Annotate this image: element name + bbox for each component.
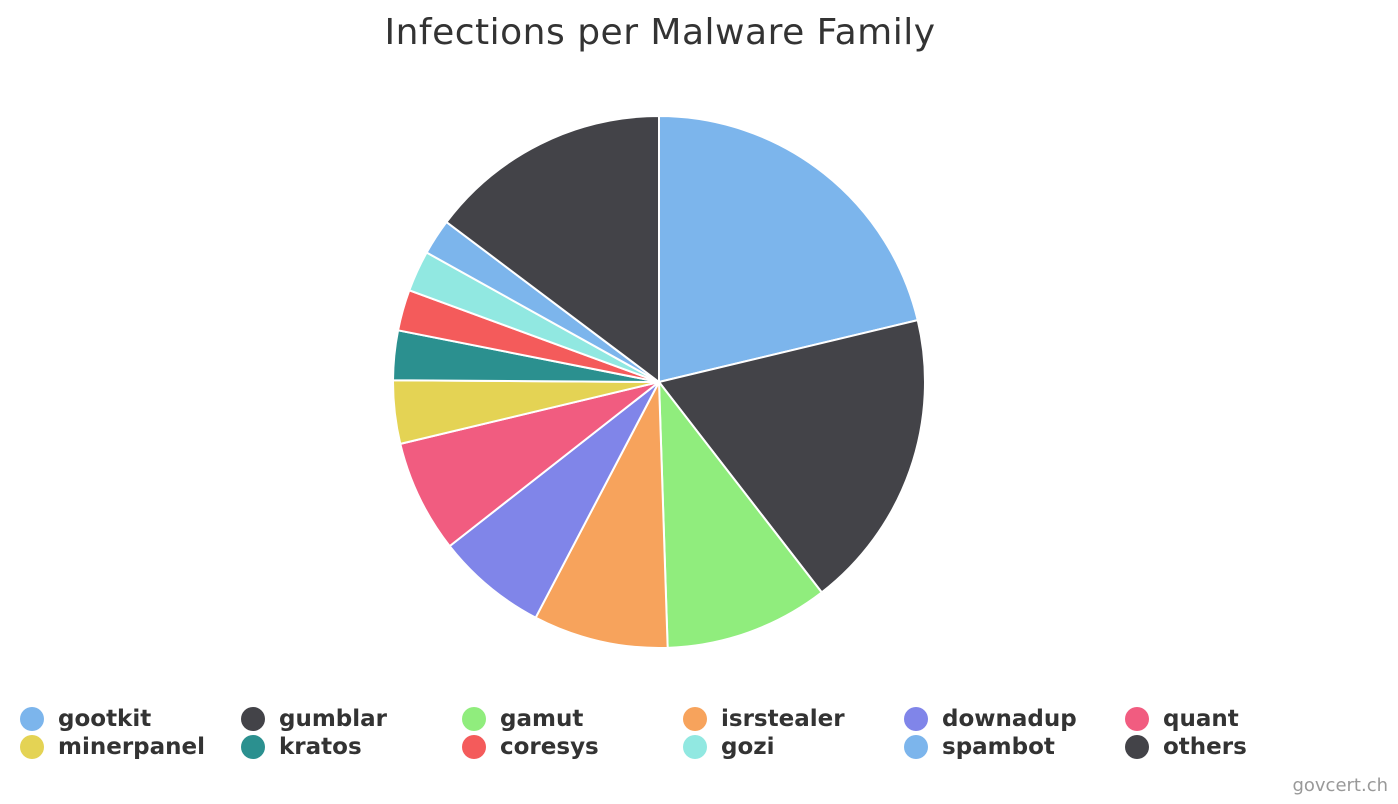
legend-item-minerpanel[interactable]: minerpanel xyxy=(20,733,241,761)
legend-swatch xyxy=(462,707,486,731)
legend-swatch xyxy=(683,735,707,759)
legend-item-coresys[interactable]: coresys xyxy=(462,733,683,761)
legend-label: spambot xyxy=(942,734,1055,760)
legend-swatch xyxy=(1125,735,1149,759)
chart-title: Infections per Malware Family xyxy=(384,12,936,53)
legend-label: gamut xyxy=(500,706,584,732)
legend-item-kratos[interactable]: kratos xyxy=(241,733,462,761)
legend-label: coresys xyxy=(500,734,599,760)
legend-label: gootkit xyxy=(58,706,152,732)
legend-swatch xyxy=(904,707,928,731)
legend-label: gumblar xyxy=(279,706,388,732)
pie-chart xyxy=(392,115,926,649)
legend-item-gamut[interactable]: gamut xyxy=(462,705,683,733)
legend-item-gozi[interactable]: gozi xyxy=(683,733,904,761)
legend-label: minerpanel xyxy=(58,734,206,760)
legend-item-spambot[interactable]: spambot xyxy=(904,733,1125,761)
legend-swatch xyxy=(462,735,486,759)
pie-slice-gamut[interactable] xyxy=(658,381,823,649)
legend-swatch xyxy=(241,707,265,731)
legend-swatch xyxy=(904,735,928,759)
legend-item-others[interactable]: others xyxy=(1125,733,1346,761)
pie-slice-quant[interactable] xyxy=(399,381,660,548)
legend-swatch xyxy=(241,735,265,759)
legend-swatch xyxy=(1125,707,1149,731)
legend-label: quant xyxy=(1163,706,1239,732)
legend-item-gootkit[interactable]: gootkit xyxy=(20,705,241,733)
legend-item-gumblar[interactable]: gumblar xyxy=(241,705,462,733)
pie-slice-downadup[interactable] xyxy=(448,381,660,619)
chart-legend: gootkit gumblar gamut isrstealer downadup qua… xyxy=(20,705,1360,761)
pie-slice-isrstealer[interactable] xyxy=(534,381,669,649)
legend-label: others xyxy=(1163,734,1247,760)
pie-slice-gumblar[interactable] xyxy=(658,319,926,594)
legend-label: kratos xyxy=(279,734,362,760)
legend-label: gozi xyxy=(721,734,775,760)
legend-item-isrstealer[interactable]: isrstealer xyxy=(683,705,904,733)
legend-swatch xyxy=(20,735,44,759)
legend-swatch xyxy=(20,707,44,731)
credits-link[interactable]: govcert.ch xyxy=(1292,775,1388,796)
legend-item-downadup[interactable]: downadup xyxy=(904,705,1125,733)
legend-swatch xyxy=(683,707,707,731)
pie-slice-others[interactable] xyxy=(445,115,660,383)
legend-item-quant[interactable]: quant xyxy=(1125,705,1346,733)
pie-slice-gootkit[interactable] xyxy=(658,115,919,383)
legend-label: downadup xyxy=(942,706,1077,732)
legend-label: isrstealer xyxy=(721,706,845,732)
